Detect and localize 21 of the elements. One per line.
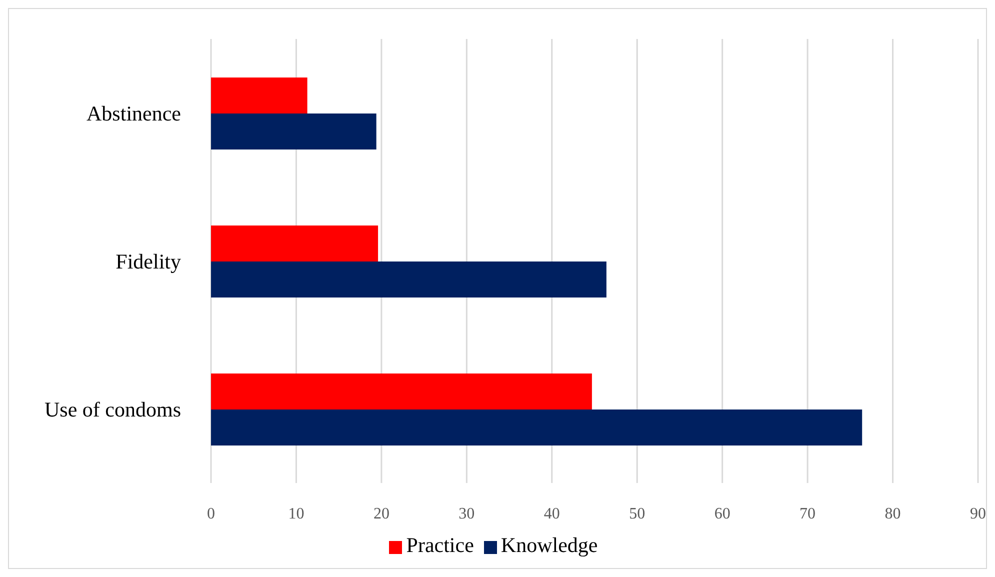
x-tick-label: 10: [288, 505, 304, 522]
x-tick-label: 40: [544, 505, 560, 522]
x-tick-label: 20: [373, 505, 390, 522]
bar: [211, 225, 378, 262]
y-tick-label: Use of condoms: [44, 397, 181, 422]
x-tick-label: 50: [629, 505, 646, 522]
bar: [211, 373, 592, 410]
y-tick-label: Abstinence: [86, 101, 181, 126]
x-tick-label: 70: [800, 505, 816, 522]
bar: [211, 77, 308, 114]
bar: [211, 113, 376, 150]
bar: [211, 261, 606, 298]
legend-label: Knowledge: [500, 533, 598, 557]
x-tick-label: 30: [458, 505, 475, 522]
x-tick-label: 0: [207, 505, 215, 522]
x-tick-label: 90: [970, 505, 986, 522]
x-tick-label: 60: [714, 505, 730, 522]
x-tick-label: 80: [884, 505, 901, 522]
y-tick-label: Fidelity: [116, 249, 182, 274]
bar: [211, 409, 862, 446]
legend-label: Practice: [406, 533, 474, 557]
